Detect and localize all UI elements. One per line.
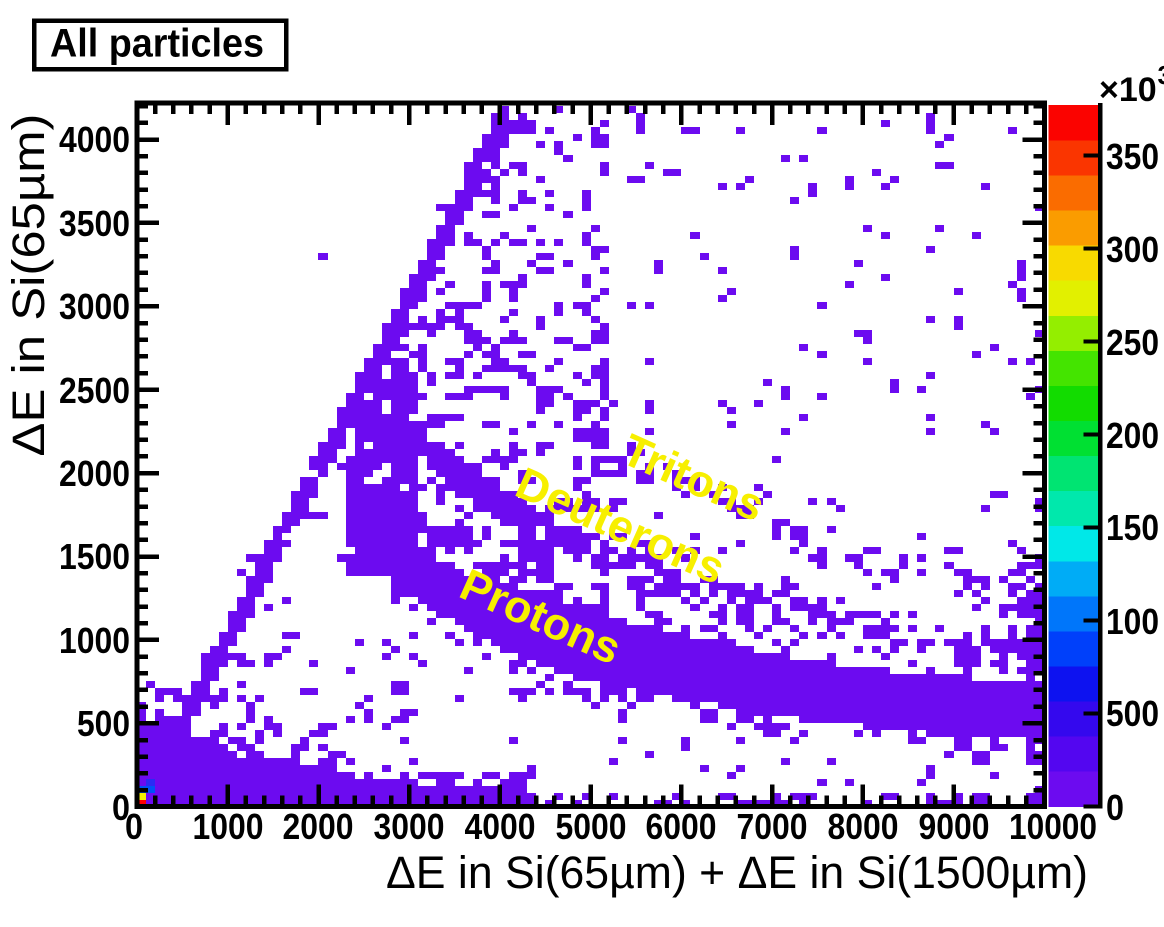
svg-text:4000: 4000 — [465, 806, 536, 847]
svg-text:0: 0 — [125, 806, 143, 847]
svg-text:4000: 4000 — [59, 119, 130, 160]
svg-text:10000: 10000 — [1009, 806, 1097, 847]
svg-text:1500: 1500 — [59, 536, 130, 577]
svg-text:0: 0 — [112, 787, 130, 828]
svg-text:ΔE in Si(65µm): ΔE in Si(65µm) — [3, 114, 54, 457]
svg-text:1000: 1000 — [193, 806, 264, 847]
svg-text:8000: 8000 — [828, 806, 899, 847]
svg-text:3500: 3500 — [59, 203, 130, 244]
svg-text:5000: 5000 — [556, 806, 627, 847]
svg-text:200: 200 — [1106, 415, 1159, 456]
svg-text:3000: 3000 — [374, 806, 445, 847]
svg-text:All particles: All particles — [50, 22, 264, 66]
svg-text:250: 250 — [1106, 322, 1159, 363]
svg-text:2000: 2000 — [283, 806, 354, 847]
svg-text:100: 100 — [1106, 601, 1159, 642]
svg-text:150: 150 — [1106, 507, 1159, 548]
svg-text:6000: 6000 — [646, 806, 717, 847]
svg-text:2000: 2000 — [59, 453, 130, 494]
svg-text:500: 500 — [77, 703, 130, 744]
svg-text:2500: 2500 — [59, 370, 130, 411]
svg-text:×10: ×10 — [1099, 71, 1157, 109]
svg-text:0: 0 — [1106, 787, 1124, 828]
svg-text:500: 500 — [1106, 693, 1159, 734]
svg-text:7000: 7000 — [737, 806, 808, 847]
svg-text:300: 300 — [1106, 229, 1159, 270]
svg-text:3: 3 — [1158, 60, 1164, 90]
svg-text:ΔE in Si(65µm) + ΔE in Si(1500: ΔE in Si(65µm) + ΔE in Si(1500µm) — [386, 847, 1088, 898]
svg-text:350: 350 — [1106, 136, 1159, 177]
svg-text:9000: 9000 — [919, 806, 990, 847]
svg-text:1000: 1000 — [59, 620, 130, 661]
svg-text:3000: 3000 — [59, 286, 130, 327]
